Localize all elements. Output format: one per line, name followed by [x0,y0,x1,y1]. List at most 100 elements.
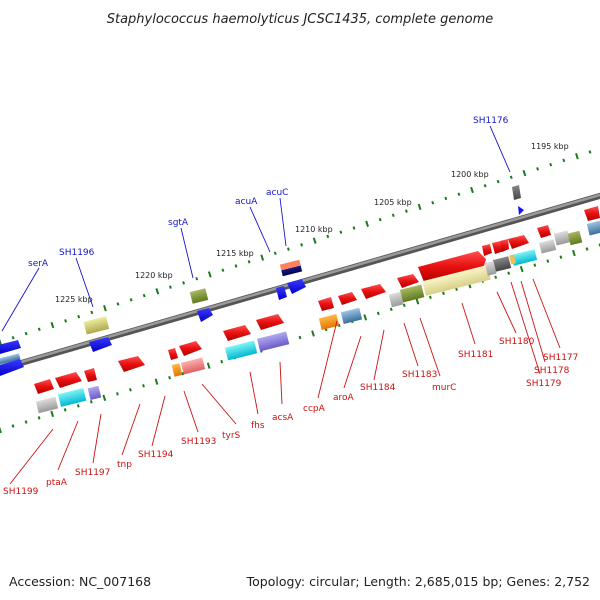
scale-tick [102,394,107,401]
gene-arrow[interactable] [518,206,524,215]
scale-tick [207,271,212,278]
gene-SH1194[interactable] [118,356,145,372]
top-labels: SH1176 acuC acuA sgtA SH1196 serA [1,116,511,332]
scale-tick [562,158,566,163]
scale-tick [129,298,133,302]
gene-label: SH1199 [3,487,39,497]
scale-tick [37,327,41,332]
gene-label: SH1184 [360,383,396,393]
scale-tick [376,311,380,316]
gene-arrow[interactable] [508,235,529,249]
gene-acuA[interactable] [276,286,287,300]
gene-box[interactable] [180,357,206,375]
scale-tick [168,285,172,289]
gene-aroA[interactable] [338,292,357,305]
gene-arrow[interactable] [482,244,492,256]
gene-acsA[interactable] [256,314,284,330]
scale-tick [546,259,550,263]
gene-box[interactable] [340,307,363,324]
gene-label: serA [28,259,49,269]
gene-box[interactable] [567,230,583,246]
gene-SH1181[interactable] [418,251,486,282]
gene-label: SH1197 [75,468,110,478]
gene-box[interactable] [492,256,512,272]
scale-tick [378,217,382,222]
gene-sgtA[interactable] [189,288,209,304]
scale-label: 1195 kbp [531,142,569,151]
scale-tick [496,179,500,184]
scale-tick [24,331,28,336]
gene-SH1196[interactable] [83,316,110,335]
scale-labels: 1195 kbp 1200 kbp 1205 kbp 1210 kbp 1215… [55,142,569,304]
scale-tick [24,420,28,424]
gene-box[interactable] [57,388,87,407]
gene-label: tyrS [222,431,241,441]
gene-box[interactable] [538,239,557,254]
scale-tick [50,321,55,329]
gene-ptaA[interactable] [55,372,82,388]
gene-arrow[interactable] [168,348,178,360]
gene-SH1197[interactable] [84,368,97,382]
gene-murC[interactable] [422,264,491,296]
gene-acuC[interactable] [279,259,303,277]
scale-tick [260,254,265,261]
gene-label: SH1178 [534,366,570,376]
scale-tick [326,234,330,239]
gene-SH1193[interactable] [171,363,183,377]
gene-box[interactable] [87,385,102,401]
gene-SH1176[interactable] [512,185,521,200]
gene-box[interactable] [553,230,571,246]
gene-arrow[interactable] [537,225,551,238]
gene-arrow[interactable] [584,206,600,221]
accession-text: Accession: NC_007168 [9,574,151,589]
scale-tick [572,249,576,257]
scale-tick [509,175,513,180]
gene-box[interactable] [256,331,290,352]
gene-box[interactable] [388,291,404,308]
gene-arrow[interactable] [89,337,112,352]
genome-summary: Topology: circular; Length: 2,685,015 bp… [246,574,590,589]
scale-tick [142,384,145,388]
gene-arrow[interactable] [287,279,306,294]
scale-label: 1205 kbp [374,198,412,207]
scale-tick [0,426,2,434]
scale-tick [64,319,68,323]
gene-arrow[interactable] [197,308,213,322]
gene-box[interactable] [586,220,600,236]
gene-label: SH1181 [458,350,493,360]
gene-arrow[interactable] [500,239,509,252]
gene-label: SH1196 [59,248,95,258]
gene-SH1180[interactable] [511,249,538,266]
scale-tick [389,307,393,312]
scale-label: 1200 kbp [451,170,489,179]
gene-label: sgtA [168,218,189,228]
gene-ccpA[interactable] [318,297,334,311]
gene-label: SH1177 [543,353,578,363]
gene-label: acuA [235,197,258,207]
gene-SH1184[interactable] [397,274,419,288]
gene-tyrS[interactable] [179,341,202,356]
gene-box[interactable] [35,396,59,414]
gene-arrow[interactable] [0,359,24,376]
scale-tick [63,408,67,412]
gene-arrow[interactable] [361,284,386,299]
gene-fhs[interactable] [223,325,251,341]
gene-SH1199[interactable] [34,379,54,394]
gene-box[interactable] [484,260,497,276]
gene-label: murC [432,383,456,393]
gene-serA[interactable] [0,340,21,354]
scale-label: 1210 kbp [295,225,333,234]
scale-tick [0,338,2,346]
gene-label: SH1194 [138,450,174,460]
bottom-strand-genes [34,206,600,414]
scale-tick [155,288,160,295]
scale-tick [298,335,302,340]
gene-box[interactable] [509,254,517,265]
gene-box[interactable] [224,340,258,361]
gene-SH1183[interactable] [399,284,425,303]
scale-tick [455,287,458,291]
gene-box[interactable] [318,314,340,330]
scale-label: 1215 kbp [216,249,254,258]
gene-box[interactable] [0,353,21,365]
gene-label: ccpA [303,404,326,414]
